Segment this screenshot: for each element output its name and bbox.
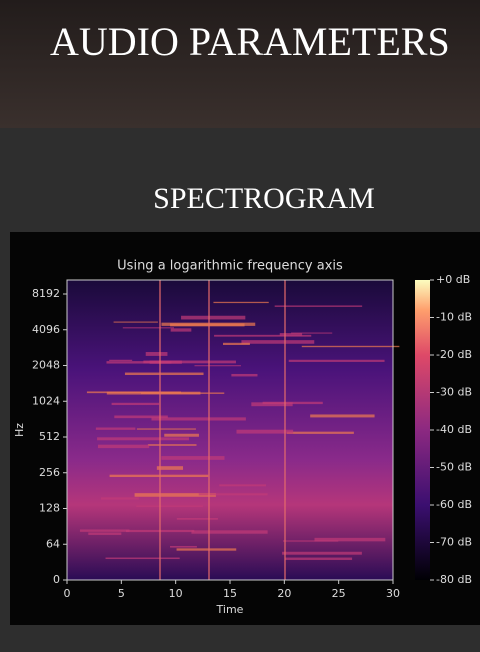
spectrogram-band — [161, 456, 225, 460]
spectrogram-band — [198, 493, 268, 496]
chart-title: Using a logarithmic frequency axis — [117, 259, 343, 274]
spectrogram-band — [282, 551, 362, 555]
spectrogram-band — [101, 497, 139, 500]
colorbar-tick-label: -70 dB — [436, 536, 472, 549]
colorbar-tick-label: -40 dB — [436, 423, 472, 436]
y-tick-label: 1024 — [32, 394, 60, 407]
spectrogram-band — [97, 444, 150, 449]
colorbar-tick-label: -10 dB — [436, 311, 472, 324]
spectrogram-band — [136, 505, 203, 507]
spectrogram-band — [223, 342, 250, 346]
colorbar-tick-label: +0 dB — [436, 273, 470, 286]
spectrogram-band — [156, 466, 184, 470]
spectrogram-band — [274, 305, 363, 307]
spectrogram-onset — [159, 280, 161, 580]
spectrogram-band — [109, 359, 133, 362]
spectrogram-band — [143, 360, 236, 364]
section-header: SPECTROGRAM — [0, 128, 480, 232]
y-axis-label: Hz — [13, 423, 26, 437]
x-tick-label: 25 — [332, 587, 346, 600]
x-tick-label: 20 — [277, 587, 291, 600]
spectrogram-band — [241, 340, 315, 344]
spectrogram-band — [134, 493, 216, 497]
spectrogram-band — [106, 391, 201, 395]
spectrogram-band — [151, 417, 246, 421]
spectrogram-band — [88, 532, 122, 535]
spectrogram-band — [279, 333, 303, 336]
y-tick-label: 4096 — [32, 323, 60, 336]
y-tick-label: 256 — [39, 466, 60, 479]
spectrogram-band — [170, 545, 197, 548]
page-title: AUDIO PARAMETERS — [50, 19, 450, 64]
spectrogram-band — [282, 540, 339, 542]
header: AUDIO PARAMETERS — [0, 0, 480, 128]
x-tick-label: 15 — [223, 587, 237, 600]
spectrogram-band — [170, 328, 192, 332]
x-tick-label: 5 — [118, 587, 125, 600]
spectrogram-band — [113, 321, 158, 323]
spectrogram-band — [288, 359, 385, 362]
spectrogram-band — [236, 429, 294, 434]
spectrogram-onset — [284, 280, 286, 580]
x-axis-label: Time — [216, 603, 244, 616]
y-tick-label: 64 — [46, 537, 60, 550]
spectrogram-band — [176, 548, 237, 551]
spectrogram-band — [214, 334, 312, 337]
spectrogram-band — [291, 332, 333, 334]
spectrogram-band — [106, 361, 172, 364]
x-tick-label: 30 — [386, 587, 400, 600]
spectrogram-band — [310, 414, 375, 418]
spectrogram-band — [176, 517, 218, 520]
x-tick-label: 10 — [169, 587, 183, 600]
spectrogram-band — [213, 301, 269, 304]
spectrogram-band — [97, 437, 189, 441]
spectrogram-band — [262, 401, 323, 405]
colorbar-tick-label: -30 dB — [436, 386, 472, 399]
spectrogram-band — [124, 372, 204, 376]
spectrogram-band — [301, 345, 400, 348]
y-tick-label: 128 — [39, 502, 60, 515]
y-tick-label: 512 — [39, 430, 60, 443]
spectrogram-band — [95, 427, 136, 430]
section-title: SPECTROGRAM — [153, 182, 375, 215]
spectrogram-band — [286, 431, 354, 434]
spectrogram-band — [194, 365, 241, 367]
spectrogram-band — [136, 428, 196, 430]
spectrogram-band — [122, 327, 175, 329]
spectrogram-band — [231, 373, 258, 377]
spectrogram-onset — [208, 280, 210, 580]
colorbar-tick-label: -60 dB — [436, 498, 472, 511]
y-tick-label: 8192 — [32, 287, 60, 300]
spectrogram-band — [181, 315, 246, 320]
spectrogram-band — [191, 530, 268, 534]
colorbar — [415, 280, 430, 580]
x-tick-label: 0 — [64, 587, 71, 600]
spectrogram-band — [314, 537, 386, 542]
colorbar-tick-label: -50 dB — [436, 461, 472, 474]
spectrogram-band — [147, 444, 197, 446]
spectrogram-band — [111, 402, 160, 406]
spectrogram-band — [251, 402, 293, 407]
spectrogram-band — [285, 557, 353, 560]
y-tick-label: 0 — [53, 573, 60, 586]
y-tick-label: 2048 — [32, 359, 60, 372]
spectrogram-band — [114, 415, 168, 419]
spectrogram-band — [79, 529, 130, 532]
spectrogram-band — [105, 557, 180, 560]
spectrogram-band — [164, 433, 199, 437]
spectrogram-band — [145, 352, 168, 356]
colorbar-tick-label: -80 dB — [436, 573, 472, 586]
spectrogram-band — [219, 484, 266, 487]
spectrogram-image — [67, 280, 400, 580]
colorbar-tick-label: -20 dB — [436, 348, 472, 361]
spectrogram-figure: Using a logarithmic frequency axis Time … — [10, 232, 480, 625]
